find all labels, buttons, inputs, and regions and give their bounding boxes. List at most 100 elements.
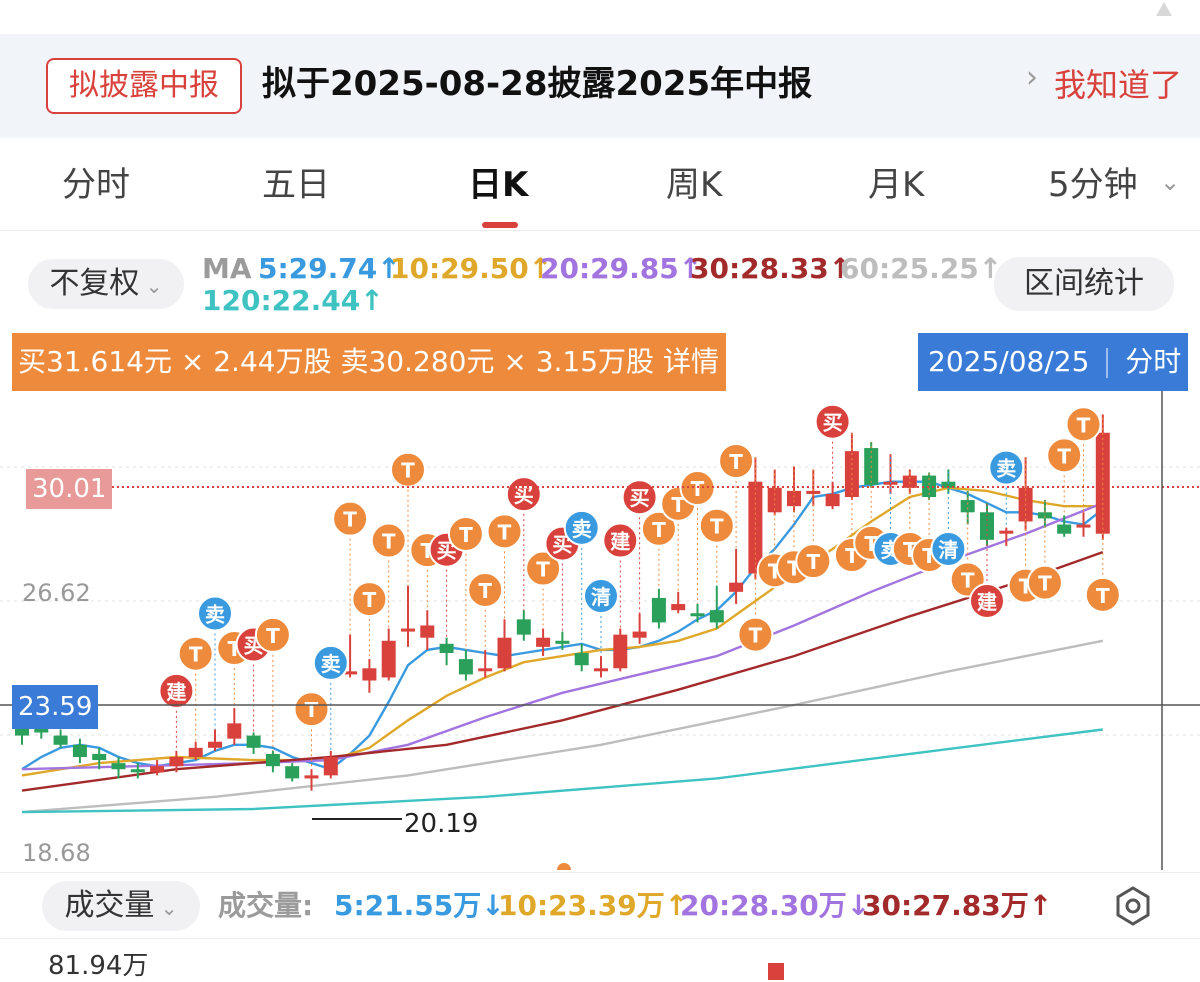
vol-ma5: 5:21.55万↓ [334, 889, 505, 922]
adjust-selector[interactable]: 不复权 ⌄ [28, 259, 184, 309]
trade-marker-label: T [266, 624, 280, 648]
current-price-label: 30.01 [26, 469, 113, 509]
ma20-value: 20:29.85↑ [540, 252, 703, 285]
settings-hexagon-icon[interactable] [1110, 883, 1156, 929]
volume-bar [768, 963, 784, 980]
candle-body [265, 753, 280, 767]
trade-marker-circle [447, 515, 484, 552]
tab-five-day[interactable]: 五日 [262, 165, 330, 205]
candle-body [130, 769, 145, 773]
trade-marker-label: T [961, 569, 975, 593]
trade-marker-label: T [729, 450, 743, 474]
trade-marker-label: T [710, 515, 724, 539]
trade-marker-label: T [691, 477, 705, 501]
trade-marker-label: 卖 [205, 602, 225, 626]
vol-ma10: 10:23.39万↑ [498, 889, 689, 922]
vol-ma20: 20:28.30万↓ [680, 889, 871, 922]
cursor-date-box[interactable]: 2025/08/25 分时 › [918, 333, 1200, 391]
candle-body [227, 723, 242, 739]
trade-marker-label: T [459, 523, 473, 547]
candle-body [825, 493, 840, 507]
candle-body [536, 637, 551, 647]
trade-marker-circle [698, 507, 735, 544]
cursor-price-label: 23.59 [12, 685, 99, 729]
trade-marker-label: 建 [610, 530, 630, 554]
candle-body [613, 634, 628, 669]
ma-line-ma30 [21, 550, 1104, 792]
candle-body [941, 481, 956, 488]
ma-label: MA [202, 252, 252, 285]
volume-label: 成交量: [218, 889, 314, 922]
period-tabs: 分时 五日 日K 周K 月K 5分钟 ⌄ [0, 138, 1200, 231]
trade-marker-circle [969, 582, 1005, 619]
trade-marker-label: T [1057, 444, 1071, 468]
trade-marker-circle [293, 691, 330, 728]
trade-marker-label: T [382, 530, 396, 554]
trade-marker-circle [679, 470, 716, 507]
candle-body [1037, 512, 1052, 519]
trade-marker-circle [1065, 406, 1102, 443]
candle-body [478, 668, 493, 672]
trade-marker-label: 买 [823, 411, 843, 435]
candle-body [960, 500, 975, 513]
candle-body [497, 637, 512, 669]
candle-body [787, 490, 801, 507]
trade-marker-circle [177, 635, 214, 672]
tab-daily-k[interactable]: 日K [468, 165, 529, 205]
trade-marker-circle [621, 479, 658, 516]
volume-selector[interactable]: 成交量 ⌄ [42, 881, 200, 931]
scroll-indicator-dot [557, 863, 571, 870]
trade-marker-circle [505, 476, 542, 513]
candle-body [246, 735, 261, 748]
candle-body [651, 597, 666, 623]
candle-body [516, 619, 531, 635]
expand-triangle-icon[interactable] [1156, 2, 1172, 16]
tab-intraday[interactable]: 分时 [62, 165, 130, 205]
candle-body [285, 766, 300, 779]
candle-body [323, 757, 338, 776]
candle-body [150, 766, 165, 773]
candle-body [92, 753, 107, 761]
trade-marker-circle [930, 530, 967, 567]
candle-body [902, 475, 917, 488]
tab-monthly-k[interactable]: 月K [868, 165, 925, 205]
axis-low-label: 18.68 [22, 839, 91, 867]
trade-marker-label: T [343, 508, 357, 532]
range-stats-button[interactable]: 区间统计 [994, 257, 1174, 311]
trade-marker-label: T [478, 579, 492, 603]
volume-header: 成交量 ⌄ 成交量: 5:21.55万↓ 10:23.39万↑ 20:28.30… [0, 872, 1200, 939]
tab-weekly-k[interactable]: 周K [666, 165, 723, 205]
trade-marker-label: T [189, 643, 203, 667]
trade-marker-label: 建 [166, 680, 186, 704]
tab-5min[interactable]: 5分钟 [1048, 165, 1138, 205]
trade-marker-label: 清 [938, 538, 958, 562]
trade-marker-circle [158, 672, 195, 709]
cursor-date: 2025/08/25 [928, 345, 1090, 378]
candle-body [72, 744, 87, 757]
trade-marker-label: 建 [977, 590, 997, 614]
intraday-link[interactable]: 分时 [1125, 345, 1182, 378]
volume-chart: 81.94万 [0, 938, 1200, 981]
trade-marker-label: T [1038, 572, 1052, 596]
order-info-bar[interactable]: 买31.614元 × 2.44万股 卖30.280元 × 3.15万股 详情 [12, 333, 726, 391]
volume-max-label: 81.94万 [48, 951, 149, 981]
trade-marker-circle [814, 403, 851, 440]
candle-body [34, 726, 49, 733]
trade-marker-circle [602, 522, 639, 559]
candle-body [343, 671, 358, 675]
trade-marker-label: T [498, 520, 512, 544]
trade-marker-label: T [363, 588, 377, 612]
ma5-value: 5:29.74↑ [258, 252, 401, 285]
candle-body [439, 643, 454, 653]
chevron-down-icon[interactable]: ⌄ [1160, 168, 1181, 196]
candle-body [594, 668, 608, 672]
candle-body [1057, 524, 1072, 534]
ma60-value: 60:25.25↑ [840, 252, 1003, 285]
trade-marker-circle [640, 510, 677, 547]
dismiss-notice-button[interactable]: 我知道了 [1054, 66, 1183, 104]
trade-marker-label: T [749, 624, 763, 648]
min-price-label: 20.19 [404, 809, 479, 839]
trade-marker-label: T [305, 698, 319, 722]
